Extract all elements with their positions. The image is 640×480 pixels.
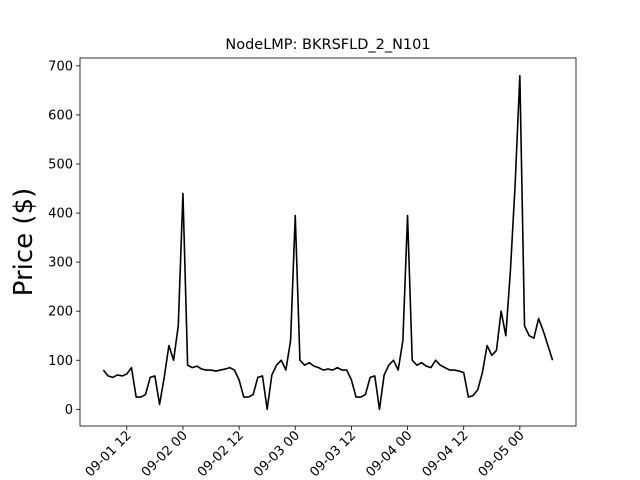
- y-tick-label: 100: [48, 354, 73, 369]
- y-tick-label: 400: [48, 207, 73, 222]
- y-tick-label: 500: [48, 157, 73, 172]
- x-tick-label: 09-03 12: [307, 428, 359, 480]
- x-tick-label: 09-04 12: [420, 428, 472, 480]
- plot-frame: [79, 57, 577, 427]
- y-tick-label: 300: [48, 256, 73, 271]
- price-line: [102, 74, 554, 411]
- x-tick-label: 09-04 00: [363, 428, 415, 480]
- y-tick-label: 600: [48, 108, 73, 123]
- y-axis-label: Price ($): [9, 188, 39, 297]
- x-tick-label: 09-05 00: [476, 428, 528, 480]
- chart-title: NodeLMP: BKRSFLD_2_N101: [225, 37, 430, 53]
- y-tick-label: 0: [65, 403, 73, 418]
- x-tick-label: 09-03 00: [251, 428, 303, 480]
- x-tick-label: 09-01 12: [83, 428, 135, 480]
- y-tick-label: 700: [48, 59, 73, 74]
- x-tick-label: 09-02 00: [139, 428, 191, 480]
- x-tick-label: 09-02 12: [195, 428, 247, 480]
- y-tick-label: 200: [48, 305, 73, 320]
